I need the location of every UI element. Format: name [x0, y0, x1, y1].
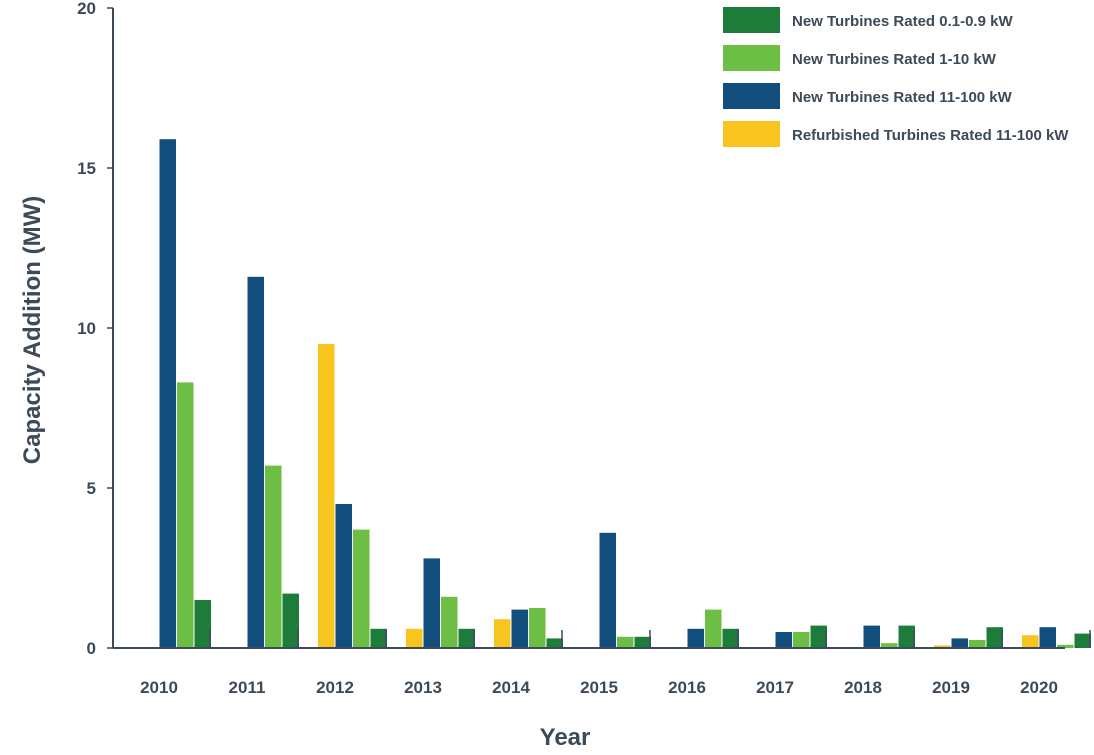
legend-label: New Turbines Rated 11-100 kW [792, 89, 1013, 106]
x-axis-title: Year [540, 724, 591, 751]
legend-swatch [723, 45, 780, 71]
bar-2010-series-2 [159, 139, 176, 648]
bars [159, 139, 1091, 648]
bar-2014-series-0 [546, 638, 563, 648]
bar-2019-series-2 [951, 638, 968, 648]
legend-label: New Turbines Rated 0.1-0.9 kW [792, 13, 1013, 30]
bar-2019-series-3 [934, 645, 951, 648]
bar-2018-series-0 [898, 625, 915, 648]
bar-2020-series-2 [1039, 627, 1056, 648]
x-axis-ticks: 2010 2011 2012 2013 2014 2015 2016 2017 2018 2019… [140, 630, 1091, 697]
x-tick-label: 2016 [668, 678, 706, 697]
y-axis-ticks: 0 5 10 15 20 [77, 0, 113, 658]
bar-2019-series-1 [969, 640, 986, 648]
x-tick-label: 2014 [492, 678, 530, 697]
bar-2012-series-0 [370, 628, 387, 648]
y-tick-label: 0 [87, 639, 96, 658]
x-tick-label: 2011 [229, 678, 266, 697]
bar-2016-series-1 [705, 609, 722, 648]
bar-2013-series-2 [423, 558, 440, 648]
bar-2011-series-2 [247, 276, 264, 648]
x-tick-label: 2020 [1020, 678, 1058, 697]
x-tick-label: 2019 [932, 678, 970, 697]
x-tick-label: 2018 [844, 678, 882, 697]
bar-2016-series-0 [722, 628, 739, 648]
bar-2013-series-1 [441, 596, 458, 648]
legend-label: New Turbines Rated 1-10 kW [792, 51, 997, 68]
bar-2013-series-3 [406, 628, 423, 648]
bar-2012-series-3 [318, 344, 335, 648]
y-tick-label: 20 [77, 0, 96, 18]
bar-2014-series-3 [494, 619, 511, 648]
legend: New Turbines Rated 0.1-0.9 kW New Turbine… [723, 7, 1069, 147]
x-tick-label: 2017 [756, 678, 794, 697]
x-tick-label: 2013 [404, 678, 442, 697]
bar-2015-series-2 [599, 532, 616, 648]
legend-swatch [723, 7, 780, 33]
bar-2016-series-2 [687, 628, 704, 648]
legend-label: Refurbished Turbines Rated 11-100 kW [792, 127, 1069, 144]
bar-2015-series-1 [617, 636, 634, 648]
y-axis-title: Capacity Addition (MW) [19, 196, 46, 464]
x-tick-label: 2010 [140, 678, 178, 697]
bar-2020-series-3 [1022, 635, 1039, 648]
y-tick-label: 15 [77, 159, 96, 178]
x-tick-label: 2012 [316, 678, 354, 697]
bar-2015-series-0 [634, 636, 651, 648]
x-tick-label: 2015 [580, 678, 618, 697]
y-tick-label: 5 [87, 479, 96, 498]
legend-swatch [723, 121, 780, 147]
bar-2019-series-0 [986, 627, 1003, 648]
bar-2017-series-0 [810, 625, 827, 648]
bar-2014-series-2 [511, 609, 528, 648]
bar-2018-series-2 [863, 625, 880, 648]
bar-2017-series-2 [775, 632, 792, 648]
bar-2012-series-1 [353, 529, 370, 648]
bar-2012-series-2 [335, 504, 352, 648]
bar-2020-series-0 [1074, 633, 1091, 648]
y-tick-label: 10 [77, 319, 96, 338]
bar-2010-series-0 [194, 600, 211, 648]
bar-2017-series-1 [793, 632, 810, 648]
bar-2011-series-1 [265, 465, 282, 648]
bar-2020-series-1 [1057, 644, 1074, 648]
bar-2013-series-0 [458, 628, 475, 648]
bar-2010-series-1 [177, 382, 194, 648]
legend-swatch [723, 83, 780, 109]
bar-2014-series-1 [529, 608, 546, 648]
bar-2011-series-0 [282, 593, 299, 648]
bar-2018-series-1 [881, 643, 898, 648]
